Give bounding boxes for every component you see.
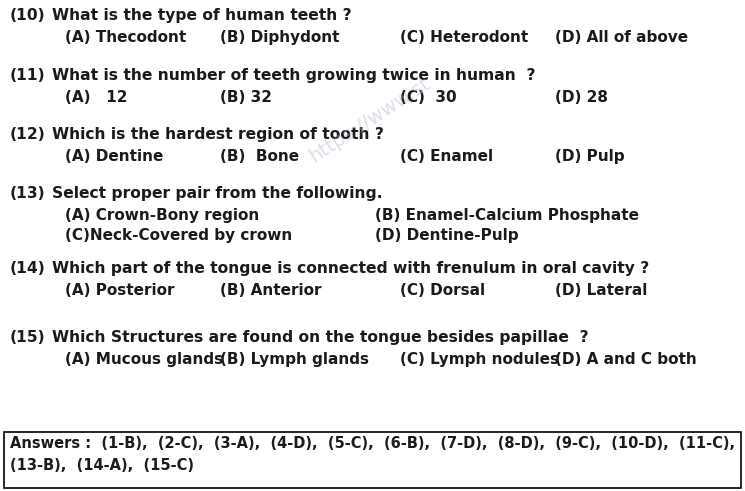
Text: (D) Pulp: (D) Pulp: [555, 149, 624, 164]
Text: (B) Lymph glands: (B) Lymph glands: [220, 352, 369, 367]
Text: (15): (15): [10, 330, 45, 345]
Text: (13): (13): [10, 186, 45, 201]
Text: Select proper pair from the following.: Select proper pair from the following.: [52, 186, 383, 201]
Text: (A)   12: (A) 12: [65, 90, 127, 105]
Text: Answers :  (1-B),  (2-C),  (3-A),  (4-D),  (5-C),  (6-B),  (7-D),  (8-D),  (9-C): Answers : (1-B), (2-C), (3-A), (4-D), (5…: [10, 436, 745, 451]
Text: (C) Lymph nodules: (C) Lymph nodules: [400, 352, 559, 367]
Text: (C)Neck-Covered by crown: (C)Neck-Covered by crown: [65, 228, 292, 243]
Text: (C)  30: (C) 30: [400, 90, 457, 105]
Text: https://www.st: https://www.st: [306, 74, 434, 166]
Text: (A) Posterior: (A) Posterior: [65, 283, 174, 298]
Text: (D) Lateral: (D) Lateral: [555, 283, 647, 298]
Text: (A) Mucous glands: (A) Mucous glands: [65, 352, 223, 367]
Text: (C) Heterodont: (C) Heterodont: [400, 30, 528, 45]
Text: (D) All of above: (D) All of above: [555, 30, 688, 45]
Text: (B) Anterior: (B) Anterior: [220, 283, 322, 298]
Text: What is the type of human teeth ?: What is the type of human teeth ?: [52, 8, 352, 23]
Text: (A) Crown-Bony region: (A) Crown-Bony region: [65, 208, 259, 223]
Text: (B) 32: (B) 32: [220, 90, 272, 105]
Text: (D) Dentine-Pulp: (D) Dentine-Pulp: [375, 228, 519, 243]
Text: Which is the hardest region of tooth ?: Which is the hardest region of tooth ?: [52, 127, 384, 142]
Text: (A) Thecodont: (A) Thecodont: [65, 30, 186, 45]
Text: (11): (11): [10, 68, 45, 83]
Text: (C) Enamel: (C) Enamel: [400, 149, 493, 164]
Text: (12): (12): [10, 127, 46, 142]
Text: (D) A and C both: (D) A and C both: [555, 352, 697, 367]
FancyBboxPatch shape: [4, 432, 741, 488]
Text: (14): (14): [10, 261, 46, 276]
Text: Which part of the tongue is connected with frenulum in oral cavity ?: Which part of the tongue is connected wi…: [52, 261, 649, 276]
Text: (C) Dorsal: (C) Dorsal: [400, 283, 485, 298]
Text: What is the number of teeth growing twice in human  ?: What is the number of teeth growing twic…: [52, 68, 536, 83]
Text: (A) Dentine: (A) Dentine: [65, 149, 163, 164]
Text: (B) Diphydont: (B) Diphydont: [220, 30, 340, 45]
Text: (B) Enamel-Calcium Phosphate: (B) Enamel-Calcium Phosphate: [375, 208, 639, 223]
Text: Which Structures are found on the tongue besides papillae  ?: Which Structures are found on the tongue…: [52, 330, 589, 345]
Text: (10): (10): [10, 8, 45, 23]
Text: (B)  Bone: (B) Bone: [220, 149, 299, 164]
Text: (13-B),  (14-A),  (15-C): (13-B), (14-A), (15-C): [10, 458, 194, 473]
Text: (D) 28: (D) 28: [555, 90, 608, 105]
